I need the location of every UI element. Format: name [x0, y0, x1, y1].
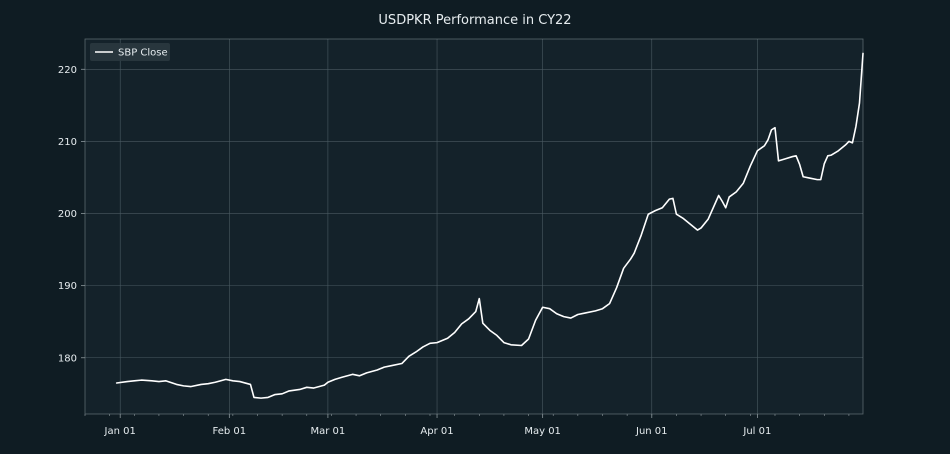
series-group — [115, 52, 864, 399]
series-line-sbp-close — [115, 52, 864, 399]
x-axis: Jan 01 Feb 01 Mar 01 Apr 01 May 01 Jun 01 Jul … — [84, 414, 850, 437]
x-tick-label: Apr 01 — [420, 426, 453, 437]
y-axis: 180 190 200 210 220 — [58, 65, 85, 364]
y-tick-label: 220 — [58, 65, 77, 76]
grid — [85, 39, 863, 414]
legend-label: SBP Close — [118, 48, 168, 59]
legend: SBP Close — [90, 43, 170, 61]
y-tick-label: 210 — [58, 137, 77, 148]
x-tick-label: Jan 01 — [104, 426, 136, 437]
axes-frame — [84, 38, 864, 415]
x-tick-label: Mar 01 — [311, 426, 346, 437]
y-tick-label: 200 — [58, 209, 77, 220]
axes-spines — [84, 38, 864, 415]
x-tick-label: May 01 — [524, 426, 561, 437]
x-tick-label: Jun 01 — [635, 426, 668, 437]
x-tick-label: Jul 01 — [742, 426, 771, 437]
y-tick-label: 190 — [58, 281, 77, 292]
x-tick-label: Feb 01 — [213, 426, 247, 437]
y-tick-label: 180 — [58, 353, 77, 364]
chart-title: USDPKR Performance in CY22 — [378, 13, 571, 28]
plot-area — [85, 39, 863, 414]
legend-box — [90, 43, 170, 61]
